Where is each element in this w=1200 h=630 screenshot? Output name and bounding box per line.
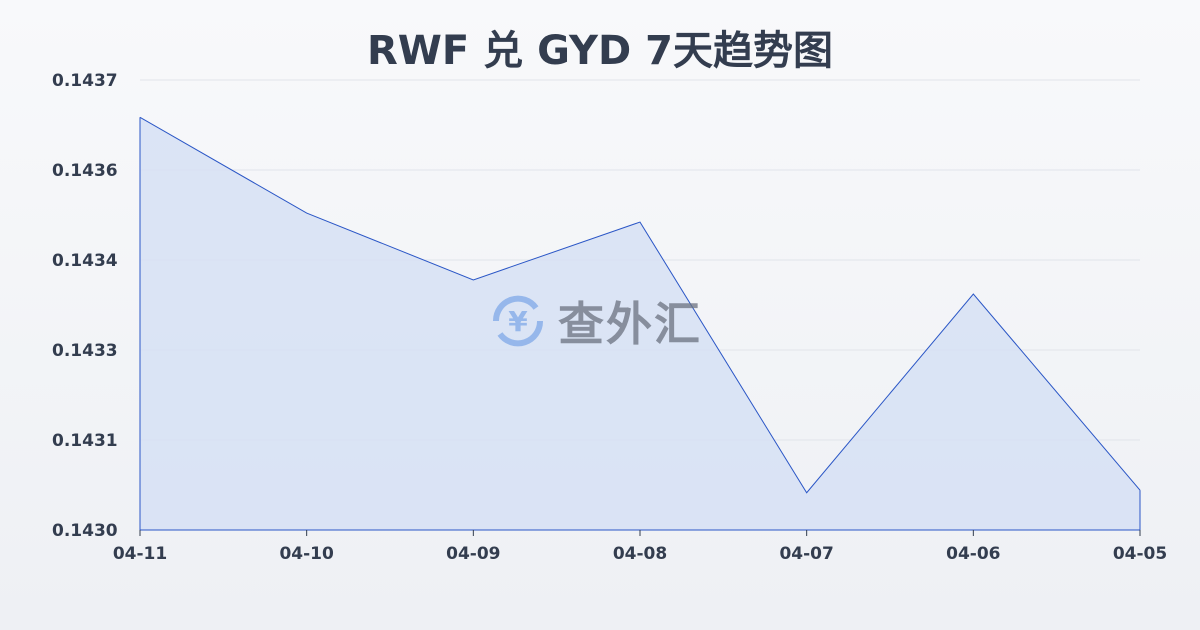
x-tick-label: 04-08 [613, 544, 667, 564]
y-tick-label: 0.1430 [52, 521, 118, 541]
x-tick-label: 04-06 [946, 544, 1000, 564]
chart-title: RWF 兑 GYD 7天趋势图 [367, 28, 833, 74]
y-tick-label: 0.1437 [52, 71, 118, 91]
y-tick-label: 0.1436 [52, 161, 118, 181]
x-tick-label: 04-09 [446, 544, 500, 564]
x-tick-label: 04-05 [1113, 544, 1167, 564]
x-tick-label: 04-07 [779, 544, 833, 564]
watermark-text: 查外汇 [558, 297, 702, 351]
svg-text:¥: ¥ [508, 305, 528, 338]
y-tick-label: 0.1431 [52, 431, 118, 451]
area-fill [140, 117, 1140, 531]
yen-exchange-icon: ¥ [492, 295, 544, 347]
x-tick-label: 04-11 [113, 544, 167, 564]
y-tick-label: 0.1433 [52, 341, 118, 361]
watermark: ¥ 查外汇 [488, 288, 702, 354]
x-tick-label: 04-10 [279, 544, 334, 564]
y-tick-label: 0.1434 [52, 251, 118, 271]
